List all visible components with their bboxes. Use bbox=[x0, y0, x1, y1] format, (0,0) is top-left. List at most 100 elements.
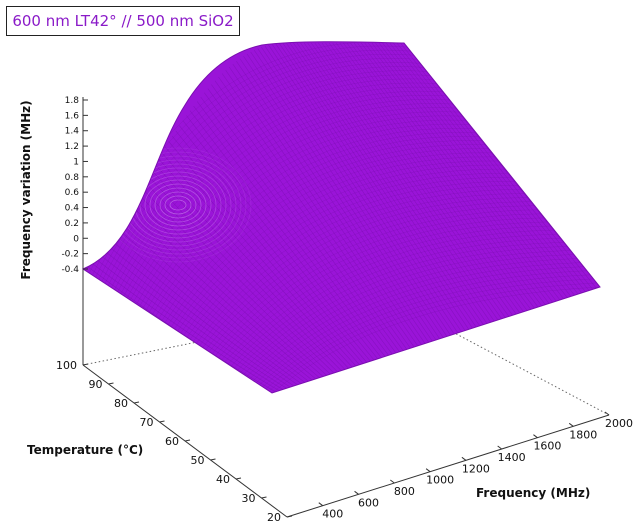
frequency-tick-label: 800 bbox=[394, 485, 415, 498]
frequency-tick-label: 600 bbox=[358, 496, 379, 509]
surface-mesh-line bbox=[364, 42, 561, 301]
temperature-tick-mark bbox=[159, 420, 165, 423]
surface-mesh-line bbox=[393, 42, 590, 291]
frequency-tick-label: 1400 bbox=[498, 451, 526, 464]
surface-mesh-line bbox=[111, 78, 434, 288]
surface-mesh-line bbox=[155, 136, 480, 317]
frequency-tick-mark bbox=[604, 411, 610, 416]
z-ticks: 1.8 1.6 1.4 1.2 1 0.8 0.6 0.4 0.2 0 -0.2 -0.4 bbox=[61, 96, 88, 275]
surface-mesh-line bbox=[132, 197, 324, 377]
surface-mesh-line bbox=[111, 231, 302, 384]
surface-fill bbox=[83, 41, 600, 393]
z-tick-label: 0.4 bbox=[65, 204, 80, 214]
surface-mesh-line bbox=[378, 42, 575, 296]
temperature-axis-label: Temperature (°C) bbox=[27, 443, 143, 457]
base-back-edge bbox=[82, 301, 397, 366]
temperature-tick-mark bbox=[210, 458, 216, 461]
surface-mesh-line bbox=[332, 42, 528, 311]
surface-mesh-line bbox=[259, 270, 587, 385]
z-tick-label: 1 bbox=[73, 157, 79, 167]
frequency-axis-label: Frequency (MHz) bbox=[476, 486, 590, 500]
surface-mesh-line bbox=[193, 185, 519, 342]
temperature-tick-mark bbox=[261, 496, 267, 499]
surface-mesh-line bbox=[293, 42, 488, 324]
surface-mesh-line bbox=[167, 152, 493, 325]
frequency-tick-mark bbox=[390, 479, 395, 484]
surface-mesh-line bbox=[300, 42, 495, 322]
surface-mesh-line bbox=[170, 156, 496, 328]
surface-mesh-line bbox=[257, 48, 451, 336]
surface-mesh-line bbox=[385, 42, 583, 294]
surface-mesh-line bbox=[227, 229, 555, 365]
surface-mesh-line bbox=[117, 86, 440, 292]
surface-mesh-line bbox=[268, 44, 462, 332]
surface-mesh-line bbox=[282, 42, 477, 328]
surface-edge bbox=[81, 41, 601, 394]
surface-mesh-line bbox=[339, 42, 535, 309]
surface-mesh-line bbox=[154, 163, 346, 370]
surface-mesh-line bbox=[143, 180, 335, 374]
surface-mesh-line bbox=[204, 92, 397, 354]
surface-mesh-line bbox=[240, 246, 568, 373]
surface-highlight bbox=[149, 183, 207, 227]
surface-mesh-line bbox=[271, 286, 600, 393]
surface-mesh-line bbox=[136, 111, 460, 305]
surface-mesh-line bbox=[314, 42, 510, 317]
surface-mesh-line bbox=[174, 160, 499, 330]
surface-mesh-line bbox=[261, 46, 455, 335]
surface-mesh-line bbox=[256, 266, 584, 383]
surface-mesh-line bbox=[139, 186, 331, 375]
surface-mesh-line bbox=[382, 42, 579, 295]
surface-mesh-line bbox=[211, 209, 538, 354]
surface-mesh-line bbox=[107, 237, 298, 386]
surface-mesh-line bbox=[139, 115, 463, 307]
surface bbox=[81, 41, 601, 394]
surface-highlight bbox=[159, 191, 197, 219]
surface-mesh-line bbox=[114, 82, 437, 290]
temperature-tick-label: 20 bbox=[267, 511, 281, 524]
surface-mesh-line bbox=[214, 80, 408, 350]
temperature-tick-label: 50 bbox=[191, 454, 205, 467]
frequency-tick-mark bbox=[318, 502, 324, 507]
surface-mesh-line bbox=[175, 130, 367, 363]
frequency-tick-mark bbox=[461, 456, 467, 461]
surface-mesh-line bbox=[228, 66, 422, 345]
z-tick-label: 1.6 bbox=[65, 111, 80, 121]
surface-mesh-line bbox=[120, 90, 444, 294]
frequency-tick-label: 400 bbox=[322, 508, 343, 521]
surface-mesh-line bbox=[168, 141, 360, 365]
surface-mesh-line bbox=[207, 88, 400, 352]
surface-mesh-line bbox=[186, 115, 378, 360]
surface-mesh-line bbox=[196, 189, 522, 344]
surface-mesh-line bbox=[208, 205, 535, 352]
surface-mesh-line bbox=[215, 213, 542, 356]
surface-mesh-line bbox=[179, 125, 371, 362]
surface-mesh-line bbox=[265, 278, 594, 390]
temperature-tick-label: 30 bbox=[242, 492, 256, 505]
surface-mesh-line bbox=[303, 42, 499, 321]
surface-mesh-line bbox=[145, 123, 470, 311]
temperature-tick-label: 60 bbox=[165, 435, 179, 448]
surface-mesh-line bbox=[318, 42, 513, 316]
temperature-tick-mark bbox=[235, 477, 242, 480]
surface-mesh-line bbox=[150, 169, 342, 371]
surface-mesh-line bbox=[199, 193, 525, 346]
frequency-ticks: 400 600 800 1000 1200 1400 1600 1800 2000 bbox=[318, 411, 633, 521]
surface-mesh-line bbox=[177, 164, 503, 332]
frequency-tick-mark bbox=[425, 468, 431, 473]
surface-mesh-line bbox=[148, 127, 473, 313]
temperature-tick-mark bbox=[108, 382, 114, 385]
surface-mesh-line bbox=[221, 221, 548, 361]
surface-mesh-line bbox=[200, 96, 393, 355]
surface-mesh-line bbox=[264, 45, 459, 334]
temperature-tick-mark bbox=[133, 401, 140, 404]
surface-mesh-line bbox=[104, 242, 295, 387]
surface-mesh-line bbox=[202, 197, 529, 348]
surface-mesh-line bbox=[161, 152, 353, 368]
surface-mesh-line bbox=[196, 101, 389, 356]
frequency-tick-label: 1000 bbox=[426, 474, 454, 487]
z-tick-label: 1.4 bbox=[65, 127, 80, 137]
z-tick-label: 0.2 bbox=[65, 219, 79, 229]
surface-mesh-line bbox=[239, 58, 433, 342]
surface-mesh-line bbox=[375, 42, 572, 297]
